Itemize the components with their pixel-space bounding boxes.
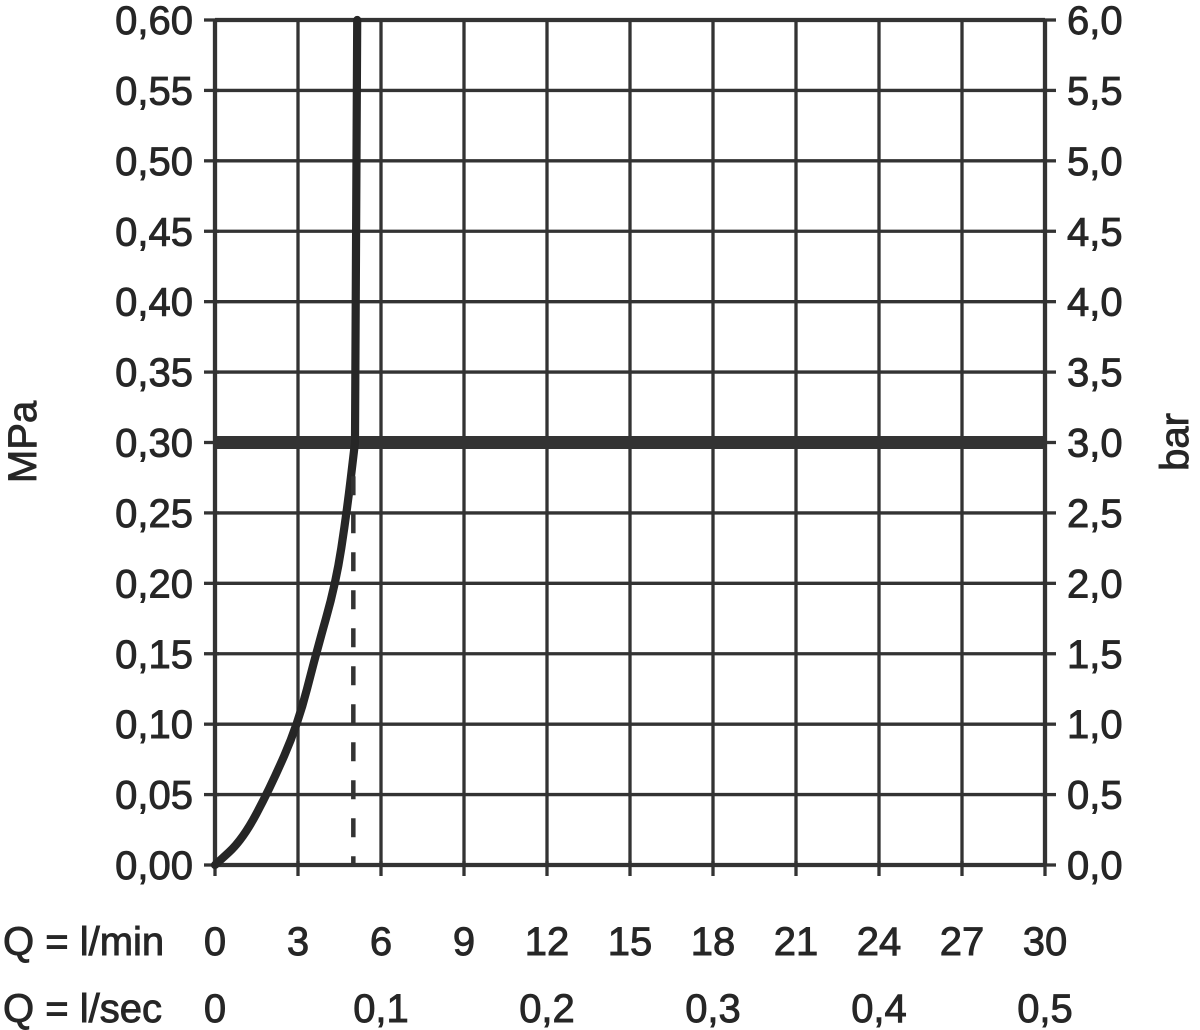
svg-text:0,55: 0,55 bbox=[115, 69, 193, 113]
svg-text:bar: bar bbox=[1153, 413, 1197, 471]
svg-text:0,20: 0,20 bbox=[115, 562, 193, 606]
svg-text:5,5: 5,5 bbox=[1067, 69, 1123, 113]
svg-text:0,40: 0,40 bbox=[115, 281, 193, 325]
svg-text:0: 0 bbox=[204, 987, 226, 1030]
svg-text:0,3: 0,3 bbox=[685, 987, 741, 1030]
svg-text:2,5: 2,5 bbox=[1067, 492, 1123, 536]
svg-text:2,0: 2,0 bbox=[1067, 562, 1123, 606]
svg-text:0,15: 0,15 bbox=[115, 633, 193, 677]
svg-text:0,5: 0,5 bbox=[1017, 987, 1073, 1030]
svg-text:0,35: 0,35 bbox=[115, 351, 193, 395]
svg-text:0,1: 0,1 bbox=[353, 987, 409, 1030]
svg-text:1,5: 1,5 bbox=[1067, 633, 1123, 677]
svg-text:Q = l/sec: Q = l/sec bbox=[3, 987, 162, 1030]
svg-text:1,0: 1,0 bbox=[1067, 703, 1123, 747]
svg-text:4,5: 4,5 bbox=[1067, 210, 1123, 254]
svg-text:27: 27 bbox=[940, 920, 985, 964]
svg-text:3: 3 bbox=[287, 920, 309, 964]
svg-text:0,60: 0,60 bbox=[115, 0, 193, 43]
svg-text:0,30: 0,30 bbox=[115, 422, 193, 466]
svg-text:3,5: 3,5 bbox=[1067, 351, 1123, 395]
svg-text:21: 21 bbox=[774, 920, 819, 964]
svg-text:0: 0 bbox=[204, 920, 226, 964]
svg-text:0,45: 0,45 bbox=[115, 210, 193, 254]
svg-text:0,50: 0,50 bbox=[115, 140, 193, 184]
svg-text:18: 18 bbox=[691, 920, 736, 964]
svg-text:0,10: 0,10 bbox=[115, 703, 193, 747]
svg-text:4,0: 4,0 bbox=[1067, 281, 1123, 325]
svg-text:15: 15 bbox=[608, 920, 653, 964]
svg-text:9: 9 bbox=[453, 920, 475, 964]
svg-text:0,05: 0,05 bbox=[115, 774, 193, 818]
svg-text:0,4: 0,4 bbox=[851, 987, 907, 1030]
svg-text:6,0: 6,0 bbox=[1067, 0, 1123, 43]
svg-text:0,00: 0,00 bbox=[115, 844, 193, 888]
svg-text:5,0: 5,0 bbox=[1067, 140, 1123, 184]
svg-text:0,2: 0,2 bbox=[519, 987, 575, 1030]
svg-text:0,25: 0,25 bbox=[115, 492, 193, 536]
svg-text:0,5: 0,5 bbox=[1067, 774, 1123, 818]
svg-text:6: 6 bbox=[370, 920, 392, 964]
svg-text:3,0: 3,0 bbox=[1067, 422, 1123, 466]
svg-text:30: 30 bbox=[1023, 920, 1068, 964]
svg-text:0,0: 0,0 bbox=[1067, 844, 1123, 888]
svg-text:12: 12 bbox=[525, 920, 570, 964]
svg-text:24: 24 bbox=[857, 920, 902, 964]
svg-text:Q = l/min: Q = l/min bbox=[3, 920, 164, 964]
svg-text:MPa: MPa bbox=[1, 400, 45, 483]
